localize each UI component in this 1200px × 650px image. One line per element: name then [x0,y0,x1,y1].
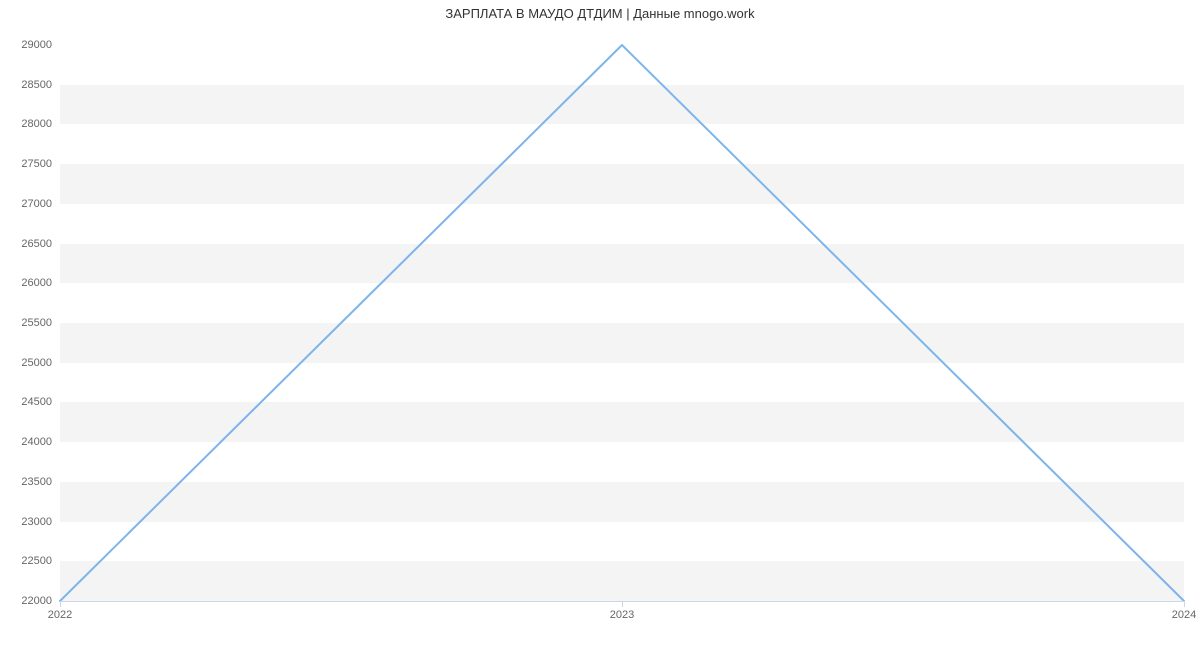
x-tick-label: 2024 [1172,601,1196,621]
chart-title: ЗАРПЛАТА В МАУДО ДТДИМ | Данные mnogo.wo… [0,6,1200,21]
y-tick-label: 23500 [21,476,60,488]
y-tick-label: 26000 [21,277,60,289]
y-tick-label: 25500 [21,317,60,329]
y-tick-label: 26500 [21,238,60,250]
x-tick-label: 2023 [610,601,634,621]
y-tick-label: 28000 [21,118,60,130]
y-tick-label: 28500 [21,79,60,91]
y-tick-label: 27000 [21,198,60,210]
y-tick-label: 24000 [21,436,60,448]
salary-line-chart: ЗАРПЛАТА В МАУДО ДТДИМ | Данные mnogo.wo… [0,0,1200,650]
y-tick-label: 29000 [21,39,60,51]
y-tick-label: 27500 [21,158,60,170]
x-tick-label: 2022 [48,601,72,621]
y-tick-label: 25000 [21,357,60,369]
y-tick-label: 22500 [21,555,60,567]
line-series [60,45,1184,601]
series-line [60,45,1184,601]
y-tick-label: 24500 [21,396,60,408]
plot-area: 2200022500230002350024000245002500025500… [60,44,1184,601]
y-tick-label: 23000 [21,516,60,528]
